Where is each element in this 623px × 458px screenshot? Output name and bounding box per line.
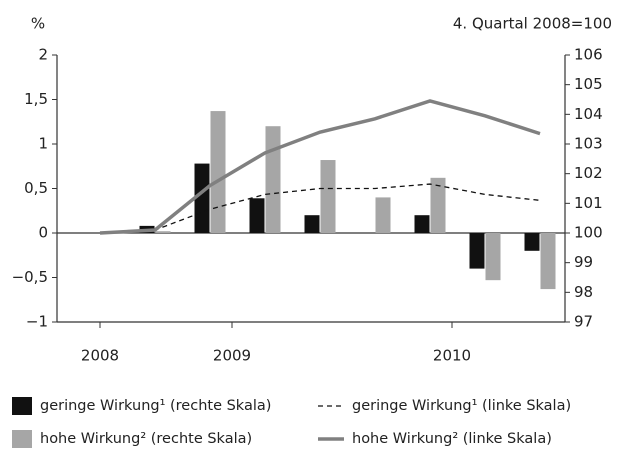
legend-swatch bbox=[12, 397, 32, 415]
bar bbox=[540, 233, 556, 290]
legend-label: geringe Wirkung¹ (rechte Skala) bbox=[40, 398, 271, 414]
x-tick-label: 2010 bbox=[433, 347, 471, 365]
y2-tick-label: 100 bbox=[574, 224, 603, 242]
legend-swatch bbox=[12, 430, 32, 448]
y2-tick-label: 103 bbox=[574, 135, 603, 153]
bar bbox=[194, 163, 210, 233]
y-tick-label: −0,5 bbox=[12, 268, 48, 286]
y2-axis-label: 4. Quartal 2008=100 bbox=[453, 15, 612, 33]
bar bbox=[485, 233, 501, 281]
y-axis-label: % bbox=[31, 15, 45, 33]
bar bbox=[320, 160, 336, 233]
line bbox=[99, 183, 541, 234]
legend-label: geringe Wirkung¹ (linke Skala) bbox=[352, 398, 571, 414]
legend-label: hohe Wirkung² (rechte Skala) bbox=[40, 431, 252, 447]
line bbox=[99, 99, 541, 235]
bar bbox=[375, 197, 391, 233]
y-tick-label: 2 bbox=[38, 46, 48, 64]
y-tick-label: 1,5 bbox=[24, 90, 48, 108]
y-tick-label: 0 bbox=[38, 224, 48, 242]
bar bbox=[249, 198, 265, 233]
bar bbox=[155, 231, 171, 233]
y-tick-label: 0,5 bbox=[24, 179, 48, 197]
bar bbox=[265, 126, 281, 233]
y2-tick-label: 99 bbox=[574, 253, 593, 271]
y-tick-label: 1 bbox=[38, 135, 48, 153]
legend-label: hohe Wirkung² (linke Skala) bbox=[352, 431, 552, 447]
y2-tick-label: 97 bbox=[574, 313, 593, 331]
bar bbox=[430, 177, 446, 233]
y2-tick-label: 101 bbox=[574, 194, 603, 212]
bar bbox=[210, 111, 226, 233]
x-tick-label: 2009 bbox=[213, 347, 251, 365]
y2-tick-label: 105 bbox=[574, 75, 603, 93]
x-tick-label: 2008 bbox=[81, 347, 119, 365]
bar bbox=[414, 215, 430, 233]
bar bbox=[524, 233, 540, 251]
y2-tick-label: 104 bbox=[574, 105, 603, 123]
y-tick-label: −1 bbox=[26, 313, 48, 331]
y2-tick-label: 106 bbox=[574, 46, 603, 64]
y2-tick-label: 98 bbox=[574, 283, 593, 301]
bar bbox=[304, 215, 320, 233]
bar bbox=[469, 233, 485, 269]
y2-tick-label: 102 bbox=[574, 164, 603, 182]
